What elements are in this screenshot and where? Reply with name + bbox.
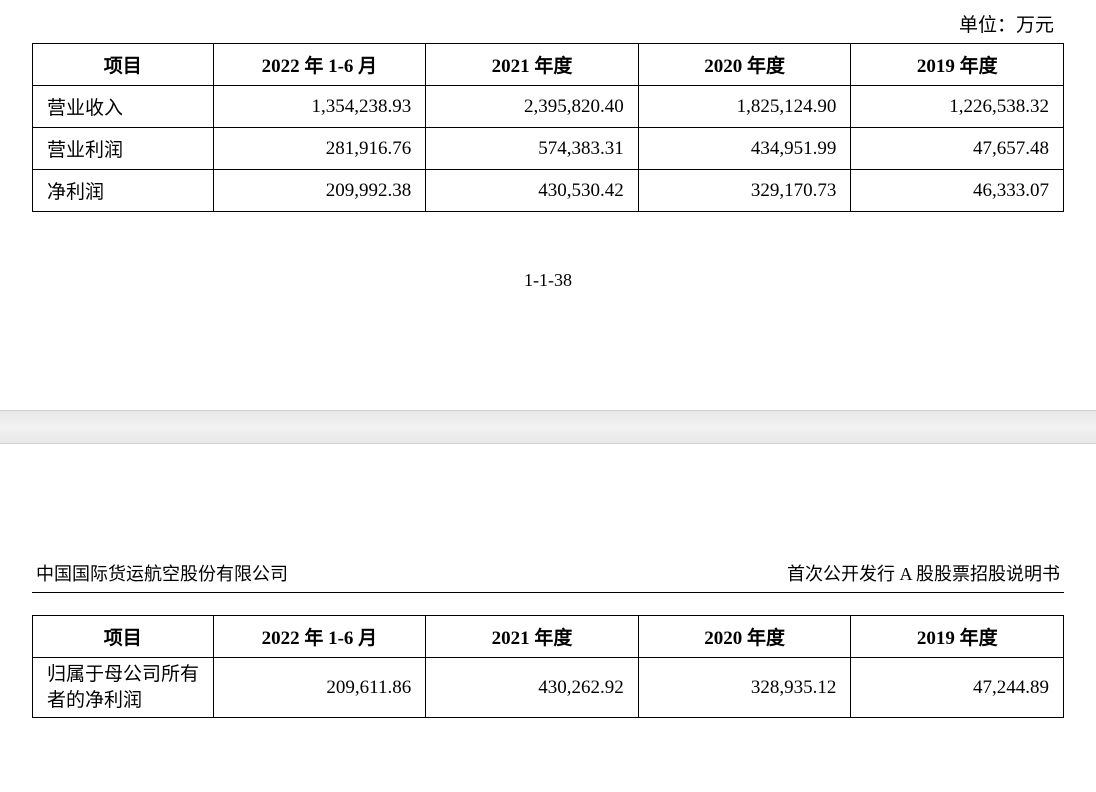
header-period-4: 2019 年度 [851, 616, 1064, 658]
cell-value: 47,657.48 [851, 128, 1064, 170]
header-period-1: 2022 年 1-6 月 [213, 616, 426, 658]
header-period-1: 2022 年 1-6 月 [213, 44, 426, 86]
cell-value: 430,262.92 [426, 658, 639, 718]
cell-value: 574,383.31 [426, 128, 639, 170]
company-name: 中国国际货运航空股份有限公司 [36, 560, 288, 586]
cell-value: 281,916.76 [213, 128, 426, 170]
cell-value: 1,354,238.93 [213, 86, 426, 128]
row-label: 归属于母公司所有者的净利润 [33, 658, 214, 718]
cell-value: 328,935.12 [638, 658, 851, 718]
table-row: 净利润 209,992.38 430,530.42 329,170.73 46,… [33, 170, 1064, 212]
table-row: 营业收入 1,354,238.93 2,395,820.40 1,825,124… [33, 86, 1064, 128]
table-row: 营业利润 281,916.76 574,383.31 434,951.99 47… [33, 128, 1064, 170]
table-header-row: 项目 2022 年 1-6 月 2021 年度 2020 年度 2019 年度 [33, 44, 1064, 86]
page-1-content: 单位：万元 项目 2022 年 1-6 月 2021 年度 2020 年度 20… [0, 0, 1096, 291]
row-label: 净利润 [33, 170, 214, 212]
cell-value: 47,244.89 [851, 658, 1064, 718]
cell-value: 430,530.42 [426, 170, 639, 212]
header-period-2: 2021 年度 [426, 616, 639, 658]
cell-value: 434,951.99 [638, 128, 851, 170]
row-label: 营业利润 [33, 128, 214, 170]
cell-value: 1,226,538.32 [851, 86, 1064, 128]
header-period-3: 2020 年度 [638, 44, 851, 86]
cell-value: 209,611.86 [213, 658, 426, 718]
table-header-row: 项目 2022 年 1-6 月 2021 年度 2020 年度 2019 年度 [33, 616, 1064, 658]
header-period-2: 2021 年度 [426, 44, 639, 86]
cell-value: 1,825,124.90 [638, 86, 851, 128]
page-break-divider [0, 410, 1096, 444]
cell-value: 209,992.38 [213, 170, 426, 212]
header-period-4: 2019 年度 [851, 44, 1064, 86]
financials-table-2: 项目 2022 年 1-6 月 2021 年度 2020 年度 2019 年度 … [32, 615, 1064, 718]
financials-table-1: 项目 2022 年 1-6 月 2021 年度 2020 年度 2019 年度 … [32, 43, 1064, 212]
document-title: 首次公开发行 A 股股票招股说明书 [787, 560, 1060, 586]
cell-value: 329,170.73 [638, 170, 851, 212]
page-number: 1-1-38 [32, 270, 1064, 291]
table-row: 归属于母公司所有者的净利润 209,611.86 430,262.92 328,… [33, 658, 1064, 718]
header-item: 项目 [33, 44, 214, 86]
header-period-3: 2020 年度 [638, 616, 851, 658]
row-label: 营业收入 [33, 86, 214, 128]
cell-value: 2,395,820.40 [426, 86, 639, 128]
unit-label: 单位：万元 [32, 10, 1064, 37]
cell-value: 46,333.07 [851, 170, 1064, 212]
header-item: 项目 [33, 616, 214, 658]
page-2-content: 中国国际货运航空股份有限公司 首次公开发行 A 股股票招股说明书 项目 2022… [0, 560, 1096, 718]
page-header-line: 中国国际货运航空股份有限公司 首次公开发行 A 股股票招股说明书 [32, 560, 1064, 593]
